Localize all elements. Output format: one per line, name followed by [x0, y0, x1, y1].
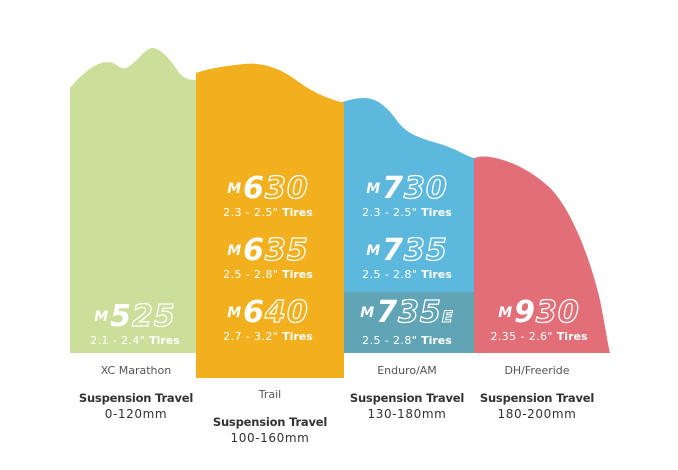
category-label: DH/Freeride [504, 364, 570, 377]
suspension-title: Suspension Travel [349, 391, 465, 405]
enduro-am-labels: Enduro/AM Suspension Travel 130-180mm [340, 364, 474, 421]
enduro-e-band [340, 292, 474, 353]
model-name: M630 [227, 171, 309, 206]
model-enduro-735: M735 2.5 - 2.8" Tires [344, 233, 470, 281]
model-enduro-735e: M735E 2.5 - 2.8" Tires [344, 295, 470, 347]
category-label: Enduro/AM [377, 364, 437, 377]
tire-size: 2.7 - 3.2" Tires [223, 330, 313, 343]
suspension-range: 0-120mm [104, 407, 168, 421]
trail-labels: Trail Suspension Travel 100-160mm [196, 388, 344, 445]
model-trail-630: M630 2.3 - 2.5" Tires [208, 171, 328, 219]
suspension-range: 180-200mm [497, 407, 577, 421]
category-label: XC Marathon [100, 364, 172, 377]
tire-size: 2.5 - 2.8" Tires [362, 268, 452, 281]
model-trail-640: M640 2.7 - 3.2" Tires [208, 295, 328, 343]
xc-marathon-mountain [70, 48, 196, 353]
dh-freeride-labels: DH/Freeride Suspension Travel 180-200mm [470, 364, 604, 421]
model-trail-635: M635 2.5 - 2.8" Tires [208, 233, 328, 281]
model-name: M640 [227, 295, 309, 330]
model-name: M635 [227, 233, 309, 268]
model-xc-525: M525 2.1 - 2.4" Tires [80, 299, 190, 347]
tire-size: 2.35 - 2.6" Tires [490, 330, 588, 343]
tire-size: 2.3 - 2.5" Tires [223, 206, 313, 219]
model-name: M735 [366, 233, 448, 268]
tire-size: 2.5 - 2.8" Tires [223, 268, 313, 281]
tire-size: 2.3 - 2.5" Tires [362, 206, 452, 219]
trail-mountain [196, 63, 344, 378]
suspension-range: 100-160mm [230, 431, 310, 445]
model-enduro-730: M730 2.3 - 2.5" Tires [344, 171, 470, 219]
model-name: M735E [360, 295, 454, 330]
suspension-range: 130-180mm [367, 407, 447, 421]
suspension-title: Suspension Travel [479, 391, 595, 405]
suspension-title: Suspension Travel [212, 415, 328, 429]
enduro-am-mountain [340, 98, 474, 353]
model-name: M525 [94, 299, 176, 334]
tire-size: 2.5 - 2.8" Tires [362, 334, 452, 347]
model-dh-930: M930 2.35 - 2.6" Tires [476, 295, 602, 343]
suspension-title: Suspension Travel [78, 391, 194, 405]
category-label: Trail [258, 388, 282, 401]
model-name: M930 [498, 295, 580, 330]
tire-size: 2.1 - 2.4" Tires [90, 334, 180, 347]
xc-marathon-labels: XC Marathon Suspension Travel 0-120mm [70, 364, 202, 421]
dh-freeride-mountain [470, 156, 610, 353]
model-name: M730 [366, 171, 448, 206]
